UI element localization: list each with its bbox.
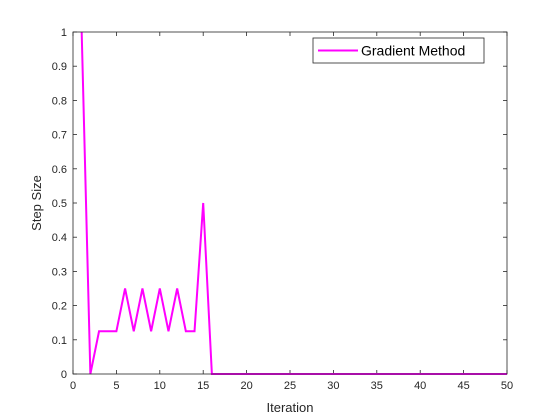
x-tick-label: 40 (414, 380, 426, 392)
x-tick-label: 10 (154, 380, 166, 392)
legend-label: Gradient Method (361, 43, 465, 59)
x-tick-label: 50 (501, 380, 513, 392)
y-tick-label: 1 (61, 27, 67, 39)
x-tick-label: 25 (284, 380, 296, 392)
legend: Gradient Method (312, 37, 485, 64)
y-tick-label: 0.1 (52, 335, 67, 347)
y-tick-label: 0.2 (52, 301, 67, 313)
y-tick-label: 0.3 (52, 266, 67, 278)
x-tick-label: 35 (371, 380, 383, 392)
y-tick-label: 0.7 (52, 130, 67, 142)
y-tick-label: 0.9 (52, 61, 67, 73)
y-tick-label: 0.8 (52, 95, 67, 107)
ticks-layer: 0 5 10 15 20 25 30 35 40 45 50 0 0.1 0.2 0.3 0.4 0.5 0.6 0… (52, 27, 513, 392)
plot-frame (72, 31, 508, 375)
x-axis-label: Iteration (267, 400, 314, 415)
y-tick-label: 0 (61, 369, 67, 381)
x-tick-label: 20 (240, 380, 252, 392)
x-tick-label: 15 (197, 380, 209, 392)
y-tick-label: 0.6 (52, 164, 67, 176)
y-axis-label: Step Size (29, 175, 44, 231)
x-tick-label: 30 (327, 380, 339, 392)
x-tick-label: 0 (70, 380, 76, 392)
y-tick-label: 0.5 (52, 198, 67, 210)
x-tick-label: 45 (457, 380, 469, 392)
y-tick-label: 0.4 (52, 232, 67, 244)
x-tick-label: 5 (113, 380, 119, 392)
plot-area (73, 32, 507, 374)
